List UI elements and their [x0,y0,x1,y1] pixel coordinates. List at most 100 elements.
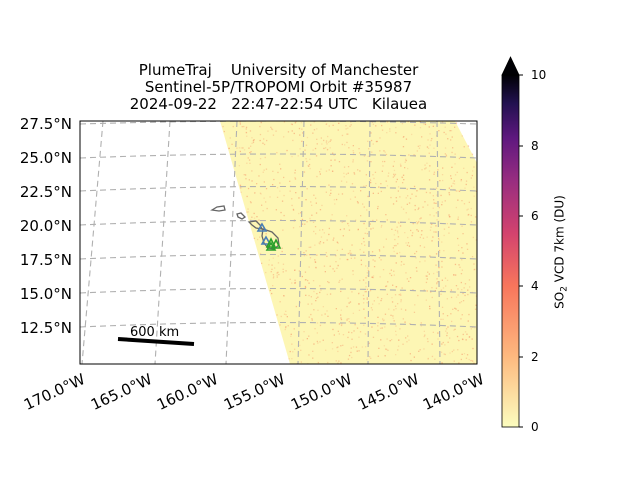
so2-pixel [264,156,266,159]
so2-pixel [365,286,367,288]
so2-pixel [386,348,388,351]
so2-pixel [377,355,379,357]
so2-pixel [430,139,432,142]
so2-pixel [303,252,305,254]
so2-pixel [315,233,317,235]
so2-pixel [346,215,348,217]
so2-pixel [319,173,321,175]
so2-pixel [326,255,328,257]
so2-pixel [311,204,313,206]
so2-pixel [414,124,416,126]
so2-pixel [301,223,304,225]
so2-pixel [276,196,279,198]
so2-pixel [289,190,291,192]
so2-pixel [320,168,322,170]
so2-pixel [305,158,307,160]
so2-pixel [238,147,240,149]
so2-pixel [445,133,447,135]
so2-pixel [366,209,368,211]
so2-pixel [326,239,328,241]
so2-pixel [438,237,440,240]
so2-pixel [270,126,272,128]
so2-pixel [292,209,295,211]
so2-pixel [311,214,313,216]
so2-pixel [405,272,407,274]
so2-pixel [455,206,457,209]
so2-pixel [313,121,315,123]
so2-pixel [325,252,327,254]
so2-pixel [366,233,368,235]
so2-pixel [444,153,446,155]
so2-pixel [319,285,321,287]
so2-pixel [470,221,473,223]
so2-pixel [400,294,402,296]
so2-pixel [252,140,255,142]
so2-pixel [372,143,374,145]
so2-pixel [258,175,260,177]
so2-pixel [380,183,382,185]
so2-pixel [399,293,402,295]
so2-pixel [408,339,410,341]
so2-pixel [429,229,432,231]
so2-pixel [263,143,266,146]
so2-pixel [294,172,296,174]
so2-pixel [371,326,373,328]
so2-pixel [456,335,459,338]
so2-pixel [470,328,472,330]
so2-pixel [473,166,475,168]
so2-pixel [444,147,447,149]
so2-pixel [446,334,448,337]
so2-pixel [431,343,433,345]
so2-pixel [310,124,312,126]
so2-pixel [315,212,318,214]
so2-pixel [419,218,421,220]
so2-pixel [290,123,293,125]
so2-pixel [468,201,470,203]
so2-pixel [372,336,375,338]
so2-pixel [330,189,332,191]
so2-pixel [232,125,234,128]
colorbar-tick-label: 4 [531,279,539,293]
so2-pixel [348,318,350,320]
so2-pixel [348,331,350,333]
so2-pixel [240,147,242,149]
so2-pixel [448,214,450,216]
so2-pixel [295,305,297,308]
so2-pixel [358,148,360,150]
so2-pixel [330,192,332,194]
so2-pixel [420,322,422,324]
so2-pixel [331,348,334,350]
so2-pixel [346,305,348,308]
so2-pixel [419,127,422,129]
so2-pixel [268,259,270,261]
so2-pixel [453,329,455,331]
so2-pixel [346,181,348,183]
so2-pixel [335,255,337,257]
so2-pixel [353,172,355,174]
so2-pixel [316,254,318,256]
so2-pixel [319,291,321,294]
so2-pixel [366,302,368,304]
so2-pixel [289,180,291,182]
so2-pixel [239,123,241,125]
so2-pixel [315,202,317,204]
so2-pixel [461,259,463,261]
so2-pixel [377,322,379,324]
so2-pixel [397,221,400,224]
so2-pixel [247,208,249,210]
so2-pixel [396,230,399,232]
so2-pixel [370,228,372,230]
so2-pixel [372,123,374,125]
so2-pixel [415,267,418,269]
so2-pixel [327,135,329,138]
so2-pixel [365,282,367,284]
so2-pixel [313,290,315,293]
so2-pixel [315,267,317,269]
so2-pixel [343,172,345,174]
so2-pixel [328,169,330,171]
so2-pixel [336,249,338,251]
so2-pixel [348,147,350,149]
so2-pixel [409,353,411,355]
title-line-3: 2024-09-22 22:47-22:54 UTC Kilauea [129,95,428,113]
